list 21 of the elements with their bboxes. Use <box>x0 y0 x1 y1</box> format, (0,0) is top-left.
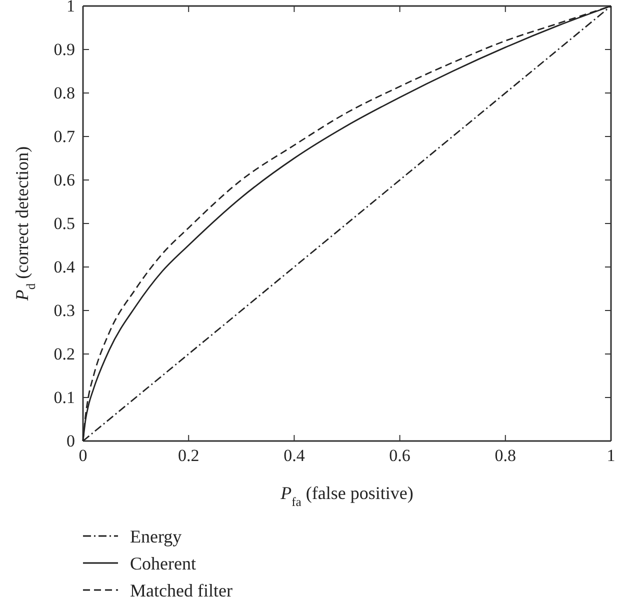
x-tick-label: 0.6 <box>389 446 410 466</box>
y-tick-label: 0.6 <box>54 170 75 190</box>
y-tick-label: 0.5 <box>54 214 75 233</box>
y-tick-label: 0 <box>66 431 75 450</box>
legend-label: Energy <box>130 526 182 546</box>
x-tick-label: 1 <box>606 446 616 466</box>
x-tick-label: 0.8 <box>494 446 516 466</box>
legend-label: Matched filter <box>130 580 232 600</box>
y-tick-label: 0.7 <box>54 126 76 146</box>
y-tick-label: 0.2 <box>54 344 75 364</box>
y-tick-label: 0.1 <box>54 388 75 407</box>
y-tick-label: 0.4 <box>54 257 76 276</box>
legend-label: Coherent <box>130 553 196 574</box>
x-tick-label: 0.4 <box>284 446 306 466</box>
y-tick-label: 0.8 <box>54 83 75 102</box>
x-tick-label: 0.2 <box>178 446 200 466</box>
y-tick-label: 0.3 <box>54 300 75 320</box>
y-tick-label: 0.9 <box>54 40 75 59</box>
x-axis-title: P$_{fa}$ (false positive) <box>280 483 414 509</box>
y-tick-label: 1 <box>66 0 75 16</box>
x-tick-label: 0 <box>78 446 88 466</box>
